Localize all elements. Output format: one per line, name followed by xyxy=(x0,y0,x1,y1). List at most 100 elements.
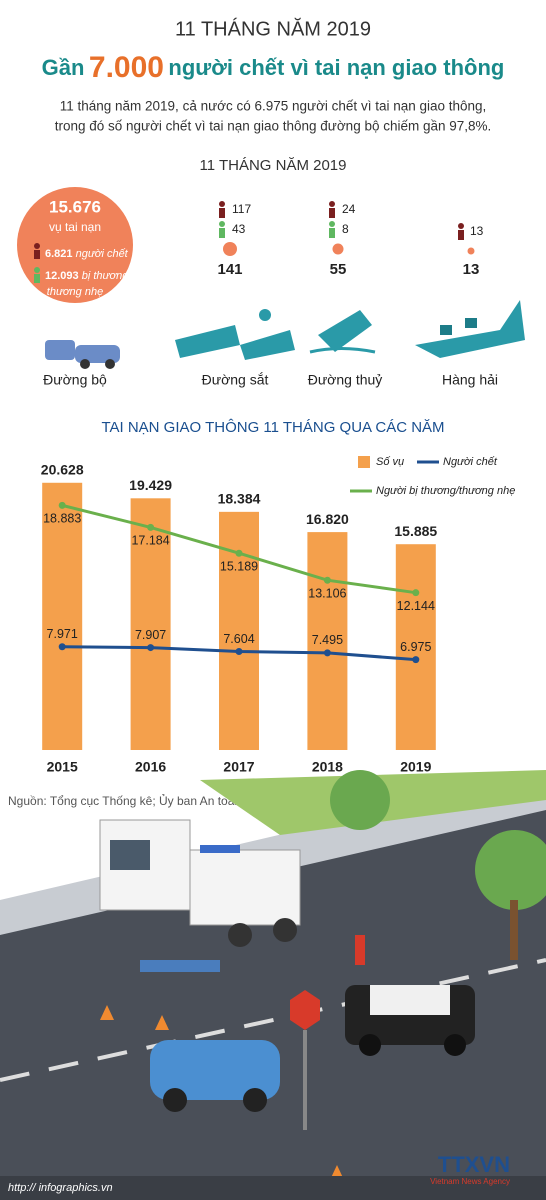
line-point xyxy=(412,656,420,664)
ambulance xyxy=(189,849,301,926)
stop-sign xyxy=(290,990,320,1030)
wheel xyxy=(80,359,90,369)
rail-label: Đường sắt xyxy=(202,372,269,388)
line-value-label: 12.144 xyxy=(397,599,435,613)
sea-cases: 13 xyxy=(463,261,480,278)
line-value-label: 6.975 xyxy=(400,640,431,654)
container xyxy=(465,318,477,328)
tree-trunk xyxy=(510,900,518,960)
person-icon xyxy=(458,223,464,229)
stretcher xyxy=(140,960,220,972)
rail-cases: 141 xyxy=(217,261,242,278)
road-circle xyxy=(17,187,133,303)
chart-title: TAI NẠN GIAO THÔNG 11 THÁNG QUA CÁC NĂM xyxy=(101,419,444,436)
bar-value-label: 18.384 xyxy=(218,491,261,507)
bar-value-label: 20.628 xyxy=(41,461,84,477)
bar xyxy=(395,544,436,750)
road-injured-label: bị thương/ xyxy=(82,270,133,282)
person-icon xyxy=(34,250,40,259)
person-icon xyxy=(329,201,335,207)
road-injured: 12.093 bị thương/ xyxy=(45,270,132,282)
legend-label: Người bị thương/thương nhẹ xyxy=(376,485,515,497)
line-value-label: 7.604 xyxy=(223,632,254,646)
wheel xyxy=(243,1088,267,1112)
car-icon xyxy=(45,340,75,360)
headline-number: 7.000 xyxy=(89,51,164,84)
line-value-label: 15.189 xyxy=(220,560,258,574)
bar xyxy=(307,532,348,750)
legend-label: Số vụ xyxy=(376,456,404,468)
sea-deaths: 13 xyxy=(470,224,484,238)
rail-injured: 43 xyxy=(232,222,246,236)
line-value-label: 17.184 xyxy=(131,534,169,548)
person-icon xyxy=(458,230,464,240)
road-label: Đường bộ xyxy=(43,372,107,388)
road-cases: 15.676 xyxy=(49,197,101,216)
road-cases-label: vụ tai nạn xyxy=(49,220,101,234)
road-deaths-value: 6.821 xyxy=(45,248,73,260)
boat-icon xyxy=(318,310,372,352)
sign-pole xyxy=(303,1030,307,1130)
line-value-label: 7.907 xyxy=(135,628,166,642)
line-point xyxy=(235,647,243,655)
line-value-label: 18.883 xyxy=(43,512,81,526)
x-tick-label: 2017 xyxy=(223,759,254,775)
intro: trong đó số người chết vì tai nạn giao t… xyxy=(55,119,492,134)
x-tick-label: 2018 xyxy=(312,759,343,775)
wheel xyxy=(105,359,115,369)
wave xyxy=(309,347,376,354)
car-icon xyxy=(75,345,120,363)
container xyxy=(440,325,452,335)
x-tick-label: 2016 xyxy=(135,759,166,775)
wheel xyxy=(228,923,252,947)
line-point xyxy=(412,589,420,597)
hydrant xyxy=(355,935,365,965)
rail-deaths: 117 xyxy=(232,202,251,216)
ambulance-window xyxy=(110,840,150,870)
bar xyxy=(42,482,83,750)
line-value-label: 7.495 xyxy=(312,633,343,647)
headline: Gần 7.000 người chết vì tai nạn giao thô… xyxy=(42,51,505,84)
train-icon xyxy=(175,325,240,358)
person-icon xyxy=(34,243,40,249)
road-injured-value: 12.093 xyxy=(45,270,79,282)
line-point xyxy=(235,549,243,557)
rail-dot xyxy=(223,242,237,256)
section-title: 11 THÁNG NĂM 2019 xyxy=(199,157,346,174)
intro: 11 tháng năm 2019, cả nước có 6.975 ngườ… xyxy=(60,99,487,114)
bar-value-label: 16.820 xyxy=(306,511,349,527)
siren xyxy=(200,845,240,853)
road-injured-label: thương nhẹ xyxy=(47,286,103,298)
wheel xyxy=(359,1034,381,1056)
wheel xyxy=(163,1088,187,1112)
person-icon xyxy=(34,274,40,283)
person-icon xyxy=(219,221,225,227)
bar-value-label: 19.429 xyxy=(129,477,172,493)
logo: TTXVN xyxy=(438,1152,510,1177)
water-cases: 55 xyxy=(330,261,347,278)
road-deaths: 6.821 người chết xyxy=(45,248,129,260)
x-tick-label: 2015 xyxy=(47,759,78,775)
road-deaths-label: người chết xyxy=(76,248,129,260)
wheel xyxy=(444,1034,466,1056)
train-icon xyxy=(240,330,295,360)
crashed-car xyxy=(150,1040,280,1100)
person-icon xyxy=(329,221,335,227)
line-point xyxy=(323,649,331,657)
cone xyxy=(100,1005,114,1020)
splash xyxy=(259,309,271,321)
police-car-door xyxy=(370,985,450,1015)
person-icon xyxy=(219,228,225,238)
person-icon xyxy=(34,267,40,273)
line-point xyxy=(58,643,66,651)
kicker: 11 THÁNG NĂM 2019 xyxy=(175,17,371,40)
tree xyxy=(330,770,390,830)
water-dot xyxy=(332,243,344,255)
line-value-label: 7.971 xyxy=(47,627,78,641)
water-label: Đường thuỷ xyxy=(308,372,383,388)
logo-agency: Vietnam News Agency xyxy=(430,1177,510,1186)
footer-bar xyxy=(0,1176,546,1200)
person-icon xyxy=(219,208,225,218)
sea-dot xyxy=(467,247,475,255)
